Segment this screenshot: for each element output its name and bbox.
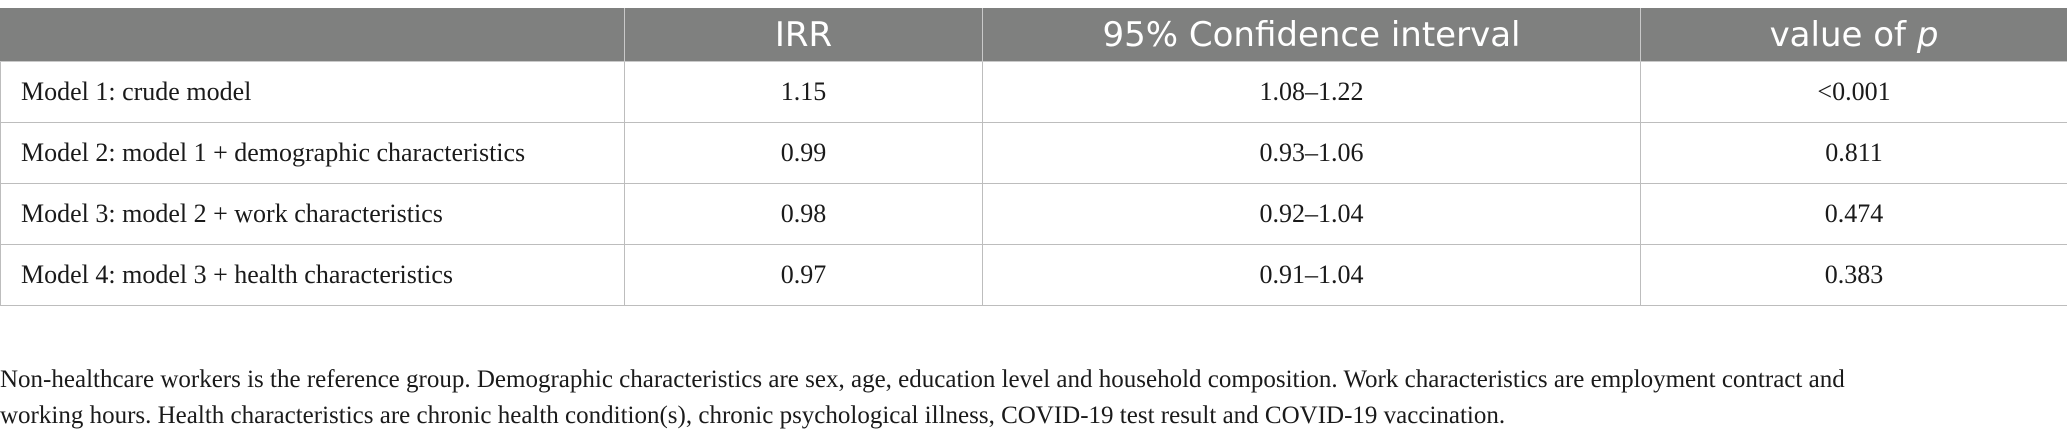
row-label: Model 3: model 2 + work characteristics <box>0 183 625 245</box>
table-header: IRR 95% Confidence interval value of p <box>0 8 2067 62</box>
header-model <box>0 8 625 62</box>
results-table: IRR 95% Confidence interval value of p M… <box>0 8 2067 306</box>
row-ci: 0.93–1.06 <box>982 122 1641 184</box>
row-ci: 1.08–1.22 <box>982 61 1641 123</box>
header-p-value: value of p <box>1640 8 2067 62</box>
row-irr: 0.97 <box>624 244 983 306</box>
results-table-container: IRR 95% Confidence interval value of p M… <box>0 8 2067 306</box>
row-label: Model 2: model 1 + demographic character… <box>0 122 625 184</box>
row-p: 0.474 <box>1640 183 2067 245</box>
row-ci: 0.91–1.04 <box>982 244 1641 306</box>
row-p: 0.811 <box>1640 122 2067 184</box>
table-body: Model 1: crude model 1.15 1.08–1.22 <0.0… <box>0 61 2067 306</box>
row-irr: 0.98 <box>624 183 983 245</box>
header-confidence-interval: 95% Confidence interval <box>982 8 1641 62</box>
header-irr: IRR <box>624 8 983 62</box>
row-label: Model 1: crude model <box>0 61 625 123</box>
header-p-value-italic: p <box>1916 15 1939 55</box>
table-row: Model 1: crude model 1.15 1.08–1.22 <0.0… <box>0 61 2067 123</box>
row-p: 0.383 <box>1640 244 2067 306</box>
header-p-value-prefix: value of <box>1769 15 1917 55</box>
row-p: <0.001 <box>1640 61 2067 123</box>
row-label: Model 4: model 3 + health characteristic… <box>0 244 625 306</box>
footnote-line-1: Non-healthcare workers is the reference … <box>0 366 1845 393</box>
row-irr: 1.15 <box>624 61 983 123</box>
header-row: IRR 95% Confidence interval value of p <box>0 8 2067 62</box>
footnote-line-2: working hours. Health characteristics ar… <box>0 402 1506 429</box>
row-irr: 0.99 <box>624 122 983 184</box>
table-row: Model 3: model 2 + work characteristics … <box>0 183 2067 245</box>
row-ci: 0.92–1.04 <box>982 183 1641 245</box>
table-footnote: Non-healthcare workers is the reference … <box>0 362 2060 434</box>
table-row: Model 4: model 3 + health characteristic… <box>0 244 2067 306</box>
table-row: Model 2: model 1 + demographic character… <box>0 122 2067 184</box>
